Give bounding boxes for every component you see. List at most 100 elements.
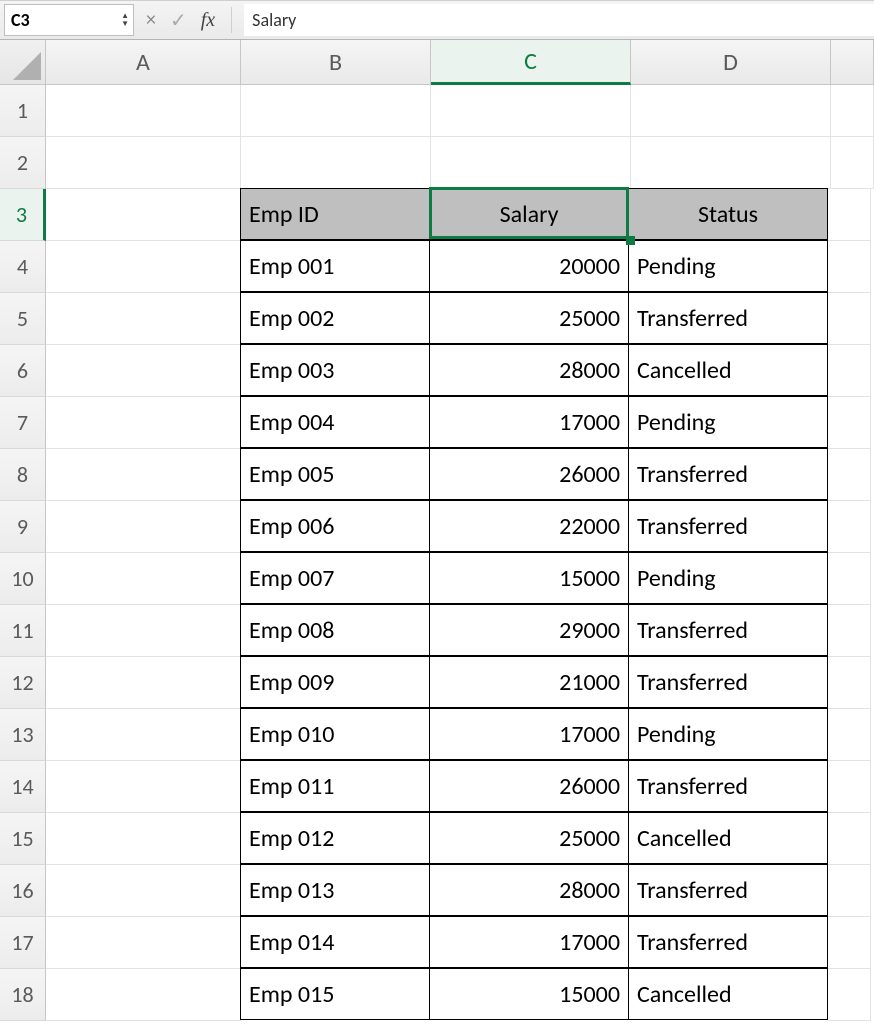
cell[interactable]: 28000 [429,864,629,916]
cell[interactable] [431,85,631,137]
column-header-A[interactable]: A [46,40,241,85]
cell[interactable]: Status [628,188,828,240]
row-header-7[interactable]: 7 [0,397,46,449]
cell[interactable] [46,501,241,553]
cell[interactable]: Cancelled [628,968,828,1020]
cell[interactable] [828,345,871,397]
cell[interactable] [828,293,871,345]
row-header-10[interactable]: 10 [0,553,46,605]
cell[interactable]: Transferred [628,864,828,916]
cell[interactable] [46,917,241,969]
cell[interactable] [46,657,241,709]
cell[interactable]: Emp 003 [240,344,430,396]
cell[interactable] [46,241,241,293]
cell[interactable] [828,917,871,969]
cell[interactable] [631,137,831,189]
column-header-C[interactable]: C [431,40,631,85]
row-header-9[interactable]: 9 [0,501,46,553]
cell[interactable]: Transferred [628,656,828,708]
row-header-17[interactable]: 17 [0,917,46,969]
cell[interactable]: Cancelled [628,344,828,396]
cell[interactable] [46,449,241,501]
cell[interactable]: Emp 012 [240,812,430,864]
row-header-13[interactable]: 13 [0,709,46,761]
cell[interactable]: Transferred [628,500,828,552]
cell[interactable] [241,137,431,189]
cell[interactable] [828,657,871,709]
row-header-11[interactable]: 11 [0,605,46,657]
cell[interactable] [828,605,871,657]
cell[interactable] [241,85,431,137]
cell[interactable]: 25000 [429,292,629,344]
row-header-1[interactable]: 1 [0,85,46,137]
cell[interactable]: Pending [628,396,828,448]
cell[interactable] [828,553,871,605]
cell[interactable]: 15000 [429,552,629,604]
row-header-12[interactable]: 12 [0,657,46,709]
cell[interactable] [828,969,871,1021]
row-header-6[interactable]: 6 [0,345,46,397]
cell[interactable]: Emp 013 [240,864,430,916]
cell[interactable]: Transferred [628,604,828,656]
cell[interactable]: 17000 [429,916,629,968]
formula-input[interactable]: Salary [244,4,874,36]
cell[interactable] [828,397,871,449]
cell[interactable] [631,85,831,137]
cell[interactable] [828,865,871,917]
cell[interactable] [46,865,241,917]
cell[interactable] [46,397,241,449]
cell[interactable]: 21000 [429,656,629,708]
cell[interactable]: Cancelled [628,812,828,864]
cell[interactable]: Emp ID [240,188,430,240]
cell[interactable] [46,761,241,813]
cell[interactable]: Emp 007 [240,552,430,604]
cell[interactable]: Emp 001 [240,240,430,292]
cell[interactable]: Transferred [628,760,828,812]
cell[interactable] [828,761,871,813]
cell[interactable]: Emp 004 [240,396,430,448]
cell[interactable]: Emp 009 [240,656,430,708]
cell[interactable] [828,709,871,761]
row-header-5[interactable]: 5 [0,293,46,345]
cell[interactable] [46,189,241,241]
cell[interactable]: 17000 [429,396,629,448]
cell[interactable] [46,605,241,657]
cell[interactable]: Transferred [628,448,828,500]
cell[interactable] [46,345,241,397]
cell[interactable]: Transferred [628,916,828,968]
cell[interactable]: Emp 006 [240,500,430,552]
column-header-D[interactable]: D [631,40,831,85]
confirm-icon[interactable]: ✓ [170,8,187,33]
cell[interactable] [46,709,241,761]
row-header-14[interactable]: 14 [0,761,46,813]
cell[interactable]: 15000 [429,968,629,1020]
fx-icon[interactable]: fx [201,9,215,32]
cell[interactable]: Emp 010 [240,708,430,760]
cell[interactable] [828,813,871,865]
cell[interactable]: Emp 005 [240,448,430,500]
cell[interactable]: Salary [429,188,629,240]
row-header-16[interactable]: 16 [0,865,46,917]
cell[interactable]: 17000 [429,708,629,760]
cell[interactable]: 25000 [429,812,629,864]
cell[interactable]: 28000 [429,344,629,396]
cell[interactable]: Emp 014 [240,916,430,968]
name-box-stepper[interactable]: ▲ ▼ [121,12,129,28]
cell[interactable] [46,85,241,137]
cell[interactable] [46,813,241,865]
row-header-15[interactable]: 15 [0,813,46,865]
cell[interactable] [828,449,871,501]
row-header-4[interactable]: 4 [0,241,46,293]
cell[interactable]: 20000 [429,240,629,292]
column-header-extra[interactable] [831,40,874,85]
cell[interactable]: Emp 015 [240,968,430,1020]
fill-handle[interactable] [626,236,635,245]
column-header-B[interactable]: B [241,40,431,85]
name-box[interactable]: C3 ▲ ▼ [4,4,134,36]
cell[interactable] [46,137,241,189]
cell[interactable] [831,85,874,137]
cell[interactable]: Transferred [628,292,828,344]
cell[interactable]: Pending [628,552,828,604]
row-header-2[interactable]: 2 [0,137,46,189]
row-header-18[interactable]: 18 [0,969,46,1021]
